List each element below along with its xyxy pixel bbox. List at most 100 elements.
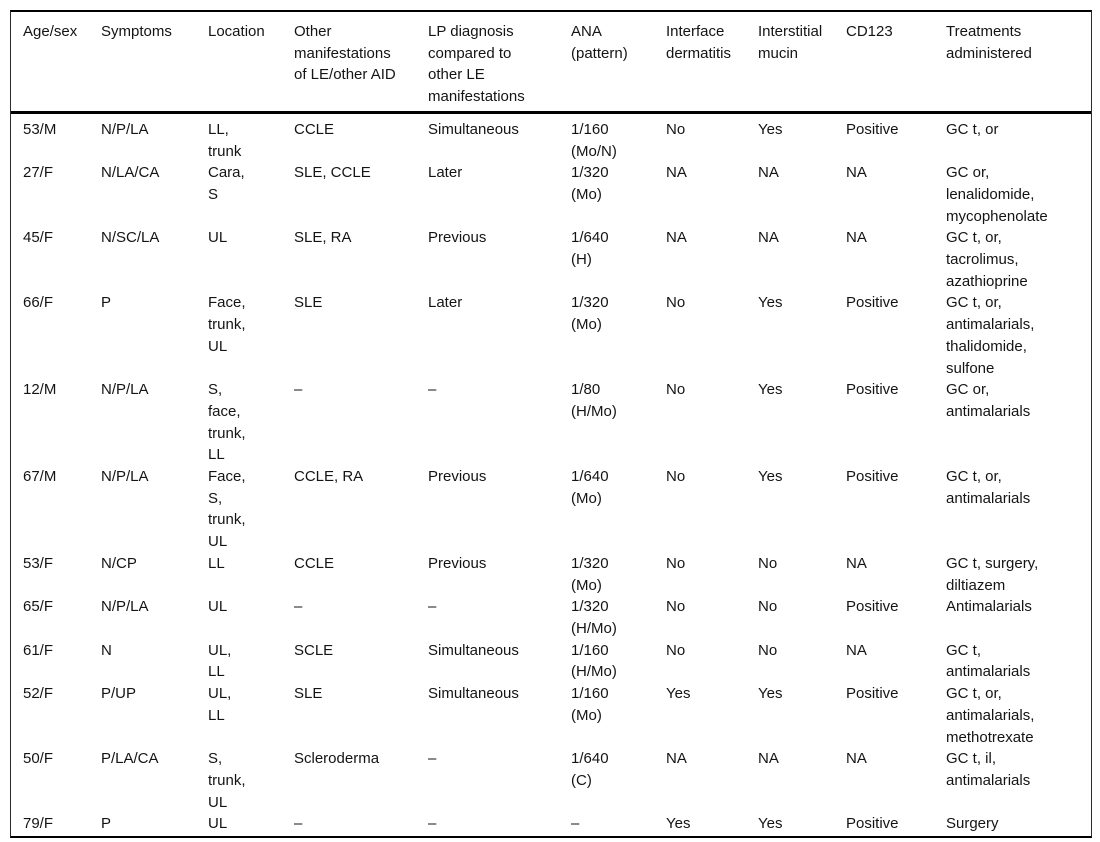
table-cell: Yes: [758, 815, 783, 833]
table-cell: UL, LL: [208, 641, 232, 681]
table-cell: 1/160 (Mo): [571, 685, 609, 724]
table-cell: NA: [666, 750, 687, 768]
table-body: 53/M N/P/LA LL, trunk CCLE Simultaneous 1/160…: [11, 112, 1091, 836]
table-cell: S, trunk, UL: [208, 750, 246, 811]
table-cell: 53/M: [23, 120, 57, 138]
table-cell: Simultaneous: [428, 120, 519, 138]
table-cell: Scleroderma: [294, 750, 380, 768]
table-cell: 1/640 (Mo): [571, 468, 609, 507]
table-cell: Yes: [666, 815, 691, 833]
table-cell: Previous: [428, 468, 487, 486]
table-row: 53/M N/P/LA LL, trunk CCLE Simultaneous 1/160…: [11, 112, 1091, 162]
table-cell: 1/320 (Mo): [571, 554, 609, 594]
table-row: 45/F N/SC/LA UL SLE, RA Previous 1/640 (H) NA N…: [11, 227, 1091, 292]
table-cell: 79/F: [23, 815, 54, 833]
table-cell: No: [666, 120, 686, 138]
table-cell: 1/640 (H): [571, 229, 609, 269]
table-row: 79/F P UL – – – Yes Yes Positive Surgery: [11, 813, 1091, 836]
table-cell: NA: [758, 229, 779, 247]
table-cell: –: [428, 598, 437, 616]
table-cell: NA: [846, 554, 867, 572]
column-header-5: LP diagnosis compared to other LE manife…: [428, 12, 571, 114]
table-cell: 1/320 (H/Mo): [571, 598, 617, 637]
table-row: 65/F N/P/LA UL – – 1/320 (H/Mo) No No Positive An…: [11, 596, 1091, 639]
table-cell: N/SC/LA: [101, 229, 160, 247]
table-cell: 1/640 (C): [571, 750, 609, 789]
table-cell: Simultaneous: [428, 685, 519, 703]
table-cell: Positive: [846, 815, 899, 833]
table-row: 52/F P/UP UL, LL SLE Simultaneous 1/160 (Mo) Y…: [11, 683, 1091, 748]
table-cell: 67/M: [23, 468, 57, 486]
table-cell: 1/320 (Mo): [571, 294, 609, 334]
table-row: 12/M N/P/LA S, face, trunk, LL – – 1/80 (H/Mo…: [11, 379, 1091, 466]
table-cell: N/CP: [101, 554, 137, 572]
table-cell: CCLE: [294, 554, 335, 572]
table-cell: GC t, or, antimalarials: [946, 468, 1031, 507]
table-cell: GC t, antimalarials: [946, 641, 1031, 681]
table-row: 66/F P Face, trunk, UL SLE Later 1/320 (Mo) No…: [11, 292, 1091, 379]
column-header-3: Location: [208, 12, 294, 114]
table-cell: N/P/LA: [101, 120, 149, 138]
table-cell: CCLE, RA: [294, 468, 364, 486]
table-cell: SLE: [294, 294, 323, 312]
table-cell: Face, S, trunk, UL: [208, 468, 246, 551]
table-cell: LL: [208, 554, 225, 572]
table-cell: 52/F: [23, 685, 54, 703]
column-header-10: Treatments administered: [946, 12, 1091, 114]
table-cell: NA: [666, 229, 687, 247]
column-header-6: ANA (pattern): [571, 12, 666, 114]
table-cell: Surgery: [946, 815, 999, 833]
table-cell: N: [101, 641, 112, 659]
table-cell: No: [666, 468, 686, 486]
table-cell: –: [294, 381, 303, 399]
table-cell: GC t, il, antimalarials: [946, 750, 1031, 789]
table-cell: NA: [846, 750, 867, 768]
table-cell: GC t, surgery, diltiazem: [946, 554, 1039, 594]
table-cell: No: [666, 598, 686, 616]
table-row: 67/M N/P/LA Face, S, trunk, UL CCLE, RA Prev…: [11, 466, 1091, 553]
table-cell: Positive: [846, 120, 899, 138]
table-cell: UL, LL: [208, 685, 232, 724]
table-cell: P/LA/CA: [101, 750, 159, 768]
table-cell: UL: [208, 598, 228, 616]
table-cell: NA: [846, 164, 867, 182]
table-cell: Positive: [846, 381, 899, 399]
table-cell: N/P/LA: [101, 598, 149, 616]
table-cell: No: [666, 381, 686, 399]
column-header-2: Symptoms: [101, 12, 208, 114]
table-row: 50/F P/LA/CA S, trunk, UL Scleroderma – 1/640…: [11, 748, 1091, 813]
table-cell: SLE, CCLE: [294, 164, 371, 182]
table-cell: NA: [758, 750, 779, 768]
table-cell: Positive: [846, 294, 899, 312]
table-cell: SCLE: [294, 641, 334, 659]
table-cell: NA: [846, 229, 867, 247]
table-cell: –: [428, 381, 437, 399]
table-cell: Later: [428, 164, 463, 182]
table-cell: Yes: [758, 120, 783, 138]
table-cell: Yes: [758, 381, 783, 399]
table-cell: –: [428, 815, 437, 833]
table-cell: NA: [846, 641, 867, 659]
table-cell: Positive: [846, 598, 899, 616]
column-header-4: Other manifestations of LE/other AID: [294, 12, 428, 114]
table-cell: NA: [666, 164, 687, 182]
table-cell: 1/160 (H/Mo): [571, 641, 617, 681]
table-cell: Positive: [846, 468, 899, 486]
table-cell: No: [666, 294, 686, 312]
table-cell: P: [101, 294, 112, 312]
table-cell: 66/F: [23, 294, 54, 312]
table-cell: Yes: [758, 468, 783, 486]
table-cell: No: [758, 598, 778, 616]
table-cell: 1/160 (Mo/N): [571, 120, 617, 160]
table-cell: UL: [208, 229, 228, 247]
patients-table: Age/sex Symptoms Location Other manifestati…: [11, 12, 1091, 836]
table-cell: 12/M: [23, 381, 57, 399]
table-cell: Later: [428, 294, 463, 312]
table-cell: GC t, or, antimalarials, thalidomide, su…: [946, 294, 1035, 377]
column-header-8: Interstitial mucin: [758, 12, 846, 114]
table-header: Age/sex Symptoms Location Other manifestati…: [11, 12, 1091, 114]
table-cell: GC or, lenalidomide, mycophenolate: [946, 164, 1048, 225]
table-cell: Yes: [758, 294, 783, 312]
table-cell: GC t, or: [946, 120, 999, 138]
table-cell: 45/F: [23, 229, 54, 247]
